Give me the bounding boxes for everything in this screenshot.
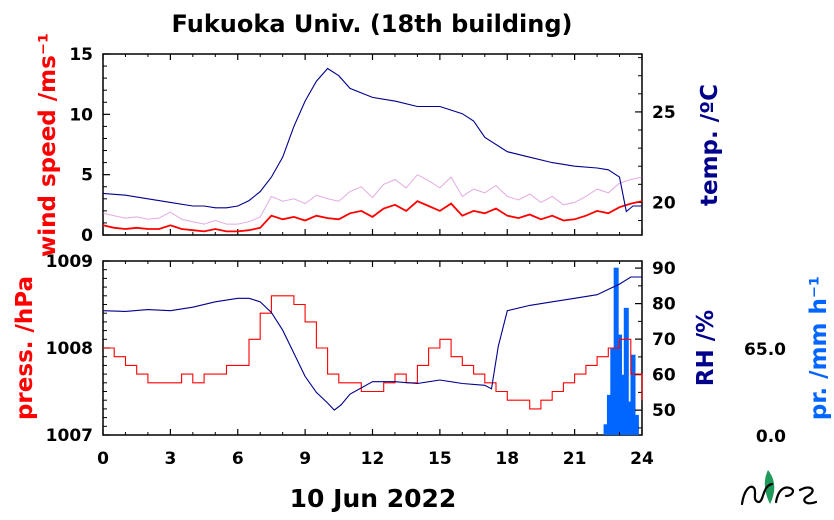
x-tick-label: 6	[232, 449, 244, 469]
wind-tick-label: 10	[69, 105, 93, 125]
temperature-line	[102, 67, 642, 213]
precip-bar	[623, 307, 629, 435]
rh-tick-label: 80	[652, 295, 676, 315]
precip-bar	[606, 394, 612, 435]
wind-tick-label: 0	[81, 226, 93, 246]
x-tick-label: 18	[495, 449, 519, 469]
chart-title: Fukuoka Univ. (18th building)	[172, 10, 573, 38]
precip-bar	[627, 401, 633, 435]
precip-bar	[603, 424, 609, 435]
date-label: 10 Jun 2022	[290, 484, 457, 513]
temp-tick-label: 25	[652, 103, 676, 123]
precip-bar	[620, 374, 626, 435]
precip-bar	[610, 348, 616, 435]
precip-axis-label: pr. /mm h⁻¹	[806, 276, 832, 420]
wind-tick-label: 5	[81, 166, 93, 186]
rh-tick-label: 50	[652, 401, 676, 421]
precip-tick-zero: 0.0	[756, 427, 786, 447]
rh-axis-label: RH /%	[693, 310, 719, 386]
pressure-tick-label: 1007	[46, 426, 93, 446]
precip-bar	[633, 414, 639, 435]
nies-logo	[740, 470, 818, 506]
max-wind-speed-line	[102, 174, 643, 225]
pressure-axis-ticks: 1007 1008 1009	[46, 252, 110, 446]
upper-x-ticks	[102, 54, 643, 235]
x-tick-label: 0	[97, 449, 109, 469]
logo-lettering	[740, 482, 818, 506]
pressure-line	[103, 295, 643, 410]
precip-bar	[613, 267, 619, 435]
rh-axis-ticks: 50 60 70 80 90	[635, 259, 676, 429]
lower-panel: 0 3 6 9 12 15 18 21 24 1007 1008 1009 50 60 70 80 90 p…	[12, 252, 832, 469]
temp-tick-label: 20	[652, 193, 676, 213]
x-tick-label: 21	[563, 449, 587, 469]
temp-axis-label: temp. /ºC	[697, 84, 723, 206]
precip-bar	[630, 354, 636, 435]
precip-bar	[617, 334, 623, 435]
relative-humidity-line	[102, 276, 642, 411]
lower-x-ticks: 0 3 6 9 12 15 18 21 24	[97, 261, 654, 469]
wind-tick-label: 15	[69, 45, 93, 65]
pressure-tick-label: 1008	[46, 339, 93, 359]
wind-axis-label: wind speed /ms⁻¹	[35, 33, 61, 257]
precip-tick-high: 65.0	[744, 340, 786, 360]
x-tick-label: 15	[428, 449, 452, 469]
rh-tick-label: 60	[652, 366, 676, 386]
precipitation-bars	[603, 267, 639, 435]
pressure-tick-label: 1009	[46, 252, 93, 272]
lower-plot-frame	[102, 260, 643, 436]
pressure-axis-label: press. /hPa	[12, 276, 38, 420]
x-tick-label: 24	[630, 449, 654, 469]
wind-axis-ticks: 0 5 10 15	[69, 45, 110, 246]
wind-speed-line	[102, 200, 643, 233]
rh-tick-label: 90	[652, 259, 676, 279]
x-tick-label: 3	[164, 449, 176, 469]
logo-leaf	[764, 470, 775, 504]
rh-tick-label: 70	[652, 330, 676, 350]
x-tick-label: 9	[299, 449, 311, 469]
upper-plot-frame	[102, 53, 643, 236]
x-tick-label: 12	[361, 449, 385, 469]
